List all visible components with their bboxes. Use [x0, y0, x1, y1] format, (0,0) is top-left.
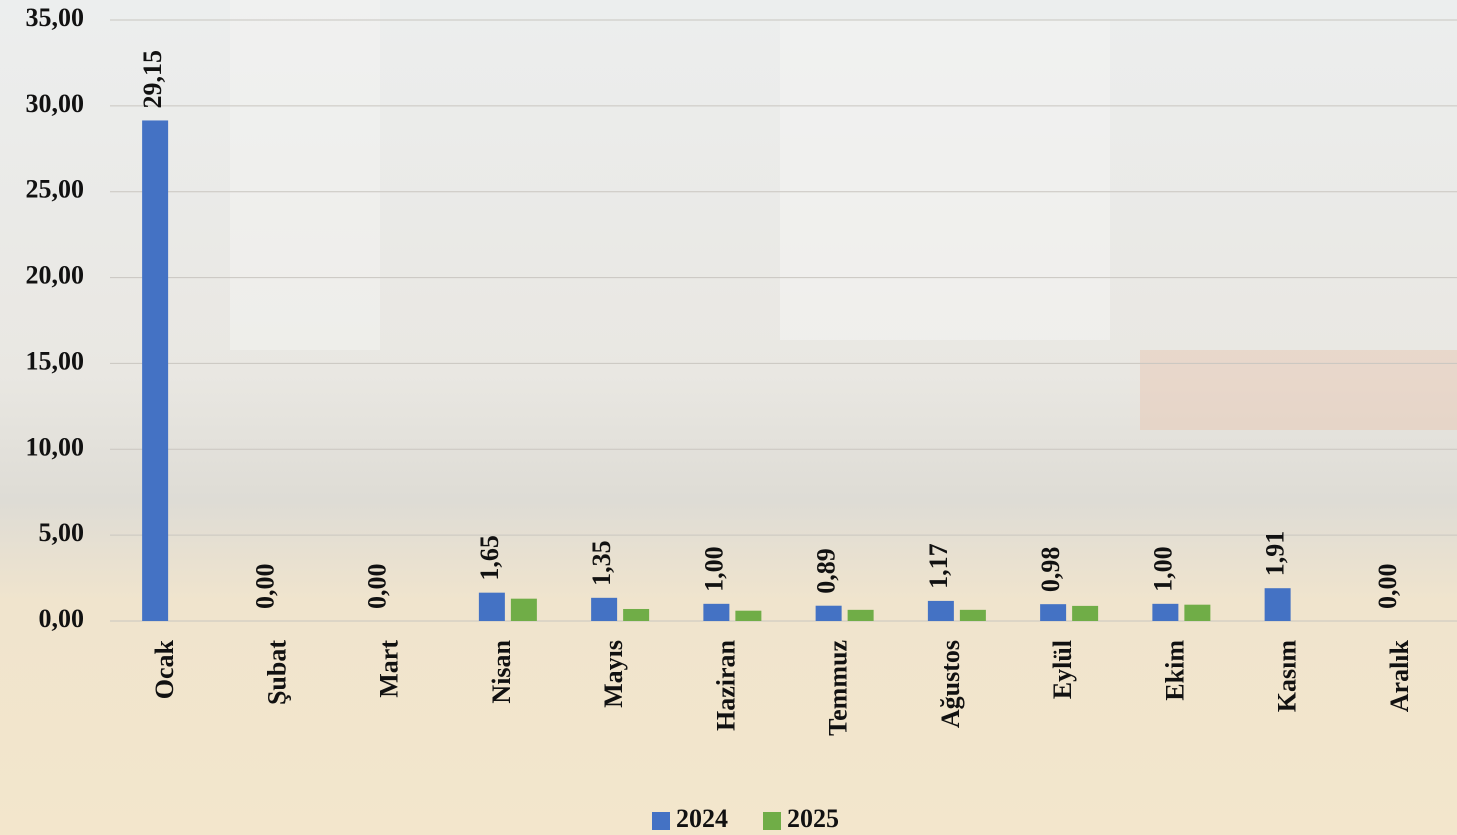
x-tick-label: Eylül: [1048, 640, 1077, 699]
background-tower: [230, 0, 380, 350]
y-tick-label: 25,00: [26, 175, 85, 204]
x-tick-label: Ağustos: [936, 640, 965, 728]
data-label: 1,91: [1261, 531, 1290, 577]
x-tick-label: Ekim: [1160, 640, 1189, 701]
bar: [735, 610, 762, 621]
bar: [1040, 604, 1067, 621]
data-label: 1,00: [1148, 546, 1177, 592]
background-building: [1140, 350, 1457, 430]
x-tick-label: Kasım: [1273, 640, 1302, 713]
y-tick-label: 10,00: [26, 432, 85, 461]
data-label: 0,00: [250, 564, 279, 610]
bar: [623, 608, 650, 621]
x-tick-label: Haziran: [711, 639, 740, 731]
data-label: 29,15: [138, 50, 167, 109]
legend-swatch: [652, 812, 670, 830]
data-label: 0,98: [1036, 547, 1065, 593]
x-tick-label: Şubat: [262, 640, 291, 705]
x-tick-label: Aralık: [1385, 639, 1414, 712]
y-tick-label: 20,00: [26, 261, 85, 290]
data-label: 1,00: [699, 546, 728, 592]
bar: [478, 592, 505, 621]
bar: [959, 609, 986, 621]
bar: [703, 603, 730, 621]
x-tick-label: Temmuz: [824, 640, 853, 736]
data-label: 0,89: [812, 548, 841, 594]
bar: [1152, 603, 1179, 621]
legend-label: 2025: [787, 804, 839, 833]
bar: [1184, 604, 1211, 621]
y-tick-label: 30,00: [26, 89, 85, 118]
bar: [142, 120, 169, 622]
x-tick-label: Mart: [375, 640, 404, 698]
bar: [847, 609, 874, 621]
background-tower: [780, 20, 1110, 340]
data-label: 0,00: [363, 564, 392, 610]
data-label: 0,00: [1373, 564, 1402, 610]
x-tick-label: Ocak: [150, 639, 179, 699]
bar: [1072, 605, 1099, 621]
y-tick-label: 35,00: [26, 3, 85, 32]
data-label: 1,65: [475, 535, 504, 581]
bar: [927, 600, 954, 621]
data-label: 1,35: [587, 540, 616, 586]
x-tick-label: Mayıs: [599, 640, 628, 708]
bar: [510, 598, 537, 621]
bar: [591, 597, 618, 621]
y-tick-label: 5,00: [39, 518, 85, 547]
y-tick-label: 15,00: [26, 346, 85, 375]
bar: [1264, 588, 1291, 621]
y-tick-label: 0,00: [39, 604, 85, 633]
bar: [815, 605, 842, 621]
legend-label: 2024: [676, 804, 728, 833]
legend-swatch: [763, 812, 781, 830]
x-tick-label: Nisan: [487, 639, 516, 703]
data-label: 1,17: [924, 543, 953, 589]
